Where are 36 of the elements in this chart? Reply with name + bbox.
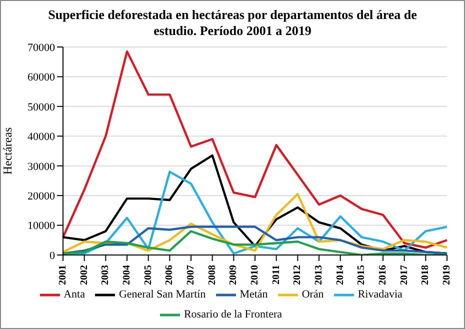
y-tick-label: 40000 bbox=[28, 131, 56, 144]
x-tick-label: 2004 bbox=[122, 265, 132, 285]
legend-label: Rivadavia bbox=[358, 288, 402, 301]
legend-label: Anta bbox=[64, 288, 85, 301]
x-tick-label: 2015 bbox=[356, 265, 368, 285]
x-tick-label: 2008 bbox=[206, 265, 218, 285]
y-tick-label: 70000 bbox=[28, 42, 56, 54]
x-tick-label: 2006 bbox=[164, 265, 176, 285]
x-tick-label: 2019 bbox=[442, 265, 452, 285]
x-tick-label: 2007 bbox=[186, 265, 196, 285]
x-tick-label: 2003 bbox=[100, 265, 112, 285]
chart-title: Superficie deforestada en hectáreas por departamentos del área de estudio. Período 2001 a 2019 bbox=[47, 6, 418, 39]
legend-label: General San Martín bbox=[118, 288, 206, 301]
x-tick-label: 2010 bbox=[250, 265, 260, 285]
x-tick-label: 2013 bbox=[314, 265, 324, 285]
y-tick-label: 50000 bbox=[28, 101, 56, 114]
x-tick-label: 2018 bbox=[420, 265, 432, 285]
y-tick-label: 30000 bbox=[28, 160, 56, 173]
x-tick-label: 2014 bbox=[334, 265, 346, 285]
legend-label: Metán bbox=[240, 288, 268, 301]
x-tick-label: 2001 bbox=[58, 265, 68, 285]
y-tick-label: 10000 bbox=[28, 220, 56, 232]
x-tick-label: 2002 bbox=[78, 265, 90, 285]
line-series bbox=[62, 50, 448, 249]
x-tick-label: 2005 bbox=[142, 265, 154, 285]
x-tick-label: 2009 bbox=[228, 265, 240, 285]
x-tick-label: 2017 bbox=[398, 265, 410, 285]
x-tick-label: 2012 bbox=[292, 265, 304, 285]
y-tick-label: 20000 bbox=[28, 190, 56, 202]
y-tick-label: 60000 bbox=[28, 72, 56, 84]
y-tick-label: 0 bbox=[50, 250, 56, 262]
legend-label: Rosario de la Frontera bbox=[184, 308, 282, 321]
x-tick-label: 2016 bbox=[378, 265, 388, 285]
legend-label: Orán bbox=[302, 288, 324, 301]
y-axis-title: Hectáreas bbox=[0, 127, 14, 175]
x-tick-label: 2011 bbox=[270, 265, 282, 284]
